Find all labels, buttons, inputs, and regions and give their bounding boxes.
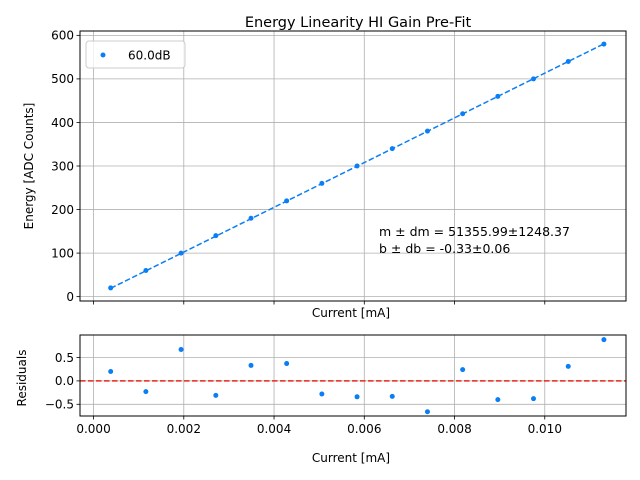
top-data-points — [108, 41, 607, 291]
legend-marker — [100, 52, 106, 58]
residual-point-3 — [213, 392, 219, 398]
data-point-14 — [601, 41, 607, 47]
top-y-tick-label-2: 200 — [51, 203, 74, 217]
residual-point-7 — [354, 394, 360, 400]
annotation-intercept: b ± db = -0.33±0.06 — [379, 241, 510, 256]
residual-point-13 — [565, 363, 571, 369]
legend-label: 60.0dB — [128, 49, 171, 63]
data-point-3 — [213, 233, 219, 239]
data-point-11 — [495, 93, 501, 99]
fit-annotation: m ± dm = 51355.99±1248.37 b ± db = -0.33… — [379, 224, 570, 256]
residuals-chart: 0.5 0.0 −0.5 0.000 0.002 0.004 0.006 0.008 0.01… — [15, 334, 627, 465]
residuals-x-tick-label-0: 0.000 — [76, 422, 110, 436]
residual-point-1 — [143, 389, 149, 395]
top-y-ticks: 0 100 200 300 400 500 600 — [51, 29, 80, 304]
residual-point-6 — [319, 391, 325, 397]
residuals-y-tick-label-2: −0.5 — [45, 398, 74, 412]
top-y-axis-label: Energy [ADC Counts] — [22, 103, 36, 230]
top-y-tick-label-5: 500 — [51, 72, 74, 86]
top-x-ticks — [93, 301, 546, 305]
residual-point-4 — [248, 362, 254, 368]
residual-point-11 — [495, 397, 501, 403]
data-point-2 — [178, 250, 184, 256]
data-point-1 — [143, 268, 149, 274]
residuals-x-ticks: 0.000 0.002 0.004 0.006 0.008 0.010 — [76, 416, 562, 436]
top-chart: 0 100 200 300 400 500 600 Energy Linearity HI … — [22, 15, 627, 320]
residuals-x-tick-label-3: 0.006 — [347, 422, 381, 436]
residual-point-9 — [424, 409, 430, 415]
residuals-y-tick-label-0: 0.5 — [55, 351, 74, 365]
residuals-x-tick-label-5: 0.010 — [528, 422, 562, 436]
residual-point-14 — [601, 337, 607, 343]
top-y-tick-label-1: 100 — [51, 246, 74, 260]
data-point-12 — [530, 76, 536, 82]
residual-point-8 — [389, 393, 395, 399]
residual-point-10 — [460, 367, 466, 373]
residual-point-12 — [530, 396, 536, 402]
residuals-x-tick-label-4: 0.008 — [437, 422, 471, 436]
residuals-x-tick-label-2: 0.004 — [257, 422, 291, 436]
data-point-10 — [460, 111, 466, 117]
residuals-y-ticks: 0.5 0.0 −0.5 — [45, 351, 80, 412]
residual-points — [108, 337, 607, 415]
annotation-slope: m ± dm = 51355.99±1248.37 — [379, 224, 570, 239]
residual-point-5 — [284, 361, 290, 367]
data-point-9 — [424, 128, 430, 134]
top-y-tick-label-0: 0 — [66, 290, 74, 304]
legend-box — [85, 40, 186, 69]
data-point-4 — [248, 215, 254, 221]
data-point-0 — [108, 285, 114, 291]
data-point-6 — [319, 180, 325, 186]
data-point-8 — [389, 146, 395, 152]
data-point-7 — [354, 163, 360, 169]
legend: 60.0dB — [85, 40, 186, 69]
residual-point-0 — [108, 369, 114, 375]
top-y-tick-label-4: 400 — [51, 116, 74, 130]
residuals-y-axis-label: Residuals — [15, 350, 29, 407]
top-y-tick-label-6: 600 — [51, 29, 74, 43]
data-point-5 — [284, 198, 290, 204]
top-grid — [80, 31, 626, 301]
residuals-y-tick-label-1: 0.0 — [55, 374, 74, 388]
top-x-axis-label: Current [mA] — [312, 306, 390, 320]
residuals-x-tick-label-1: 0.002 — [167, 422, 201, 436]
residuals-x-axis-label: Current [mA] — [312, 451, 390, 465]
residual-point-2 — [178, 347, 184, 353]
residuals-plot-frame — [79, 334, 627, 417]
chart-title: Energy Linearity HI Gain Pre-Fit — [245, 15, 472, 31]
data-point-13 — [565, 58, 571, 64]
top-y-tick-label-3: 300 — [51, 159, 74, 173]
